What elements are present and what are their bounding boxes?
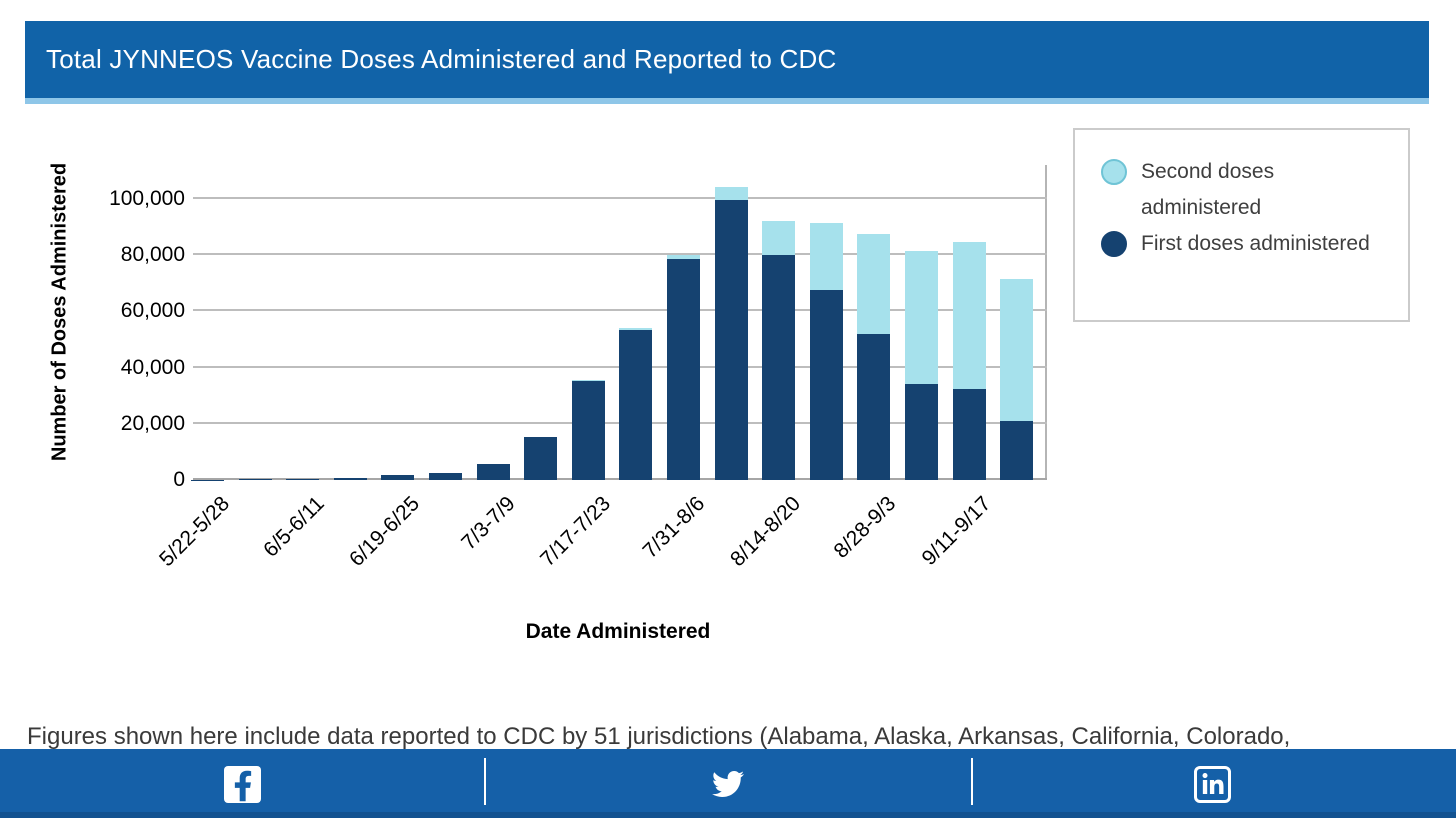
bar-segment-first-doses[interactable] bbox=[333, 478, 367, 480]
header-accent-bar bbox=[25, 98, 1429, 104]
facebook-icon[interactable] bbox=[224, 766, 261, 803]
bar-segment-first-doses[interactable] bbox=[667, 259, 700, 480]
bar-segment-first-doses[interactable] bbox=[1000, 420, 1034, 480]
linkedin-in-glyph bbox=[1202, 772, 1223, 794]
bar-6/5-6/11[interactable] bbox=[286, 478, 320, 480]
x-tick-label: 9/11-9/17 bbox=[917, 492, 996, 570]
x-axis-title: Date Administered bbox=[525, 620, 711, 643]
y-tick-label: 20,000 bbox=[120, 411, 185, 435]
bar-segment-first-doses[interactable] bbox=[571, 380, 605, 480]
bar-7/10-7/16[interactable] bbox=[524, 436, 558, 480]
bar-segment-first-doses[interactable] bbox=[619, 329, 653, 480]
bar-9/18-9/24[interactable] bbox=[1000, 278, 1034, 480]
x-tick-label: 8/28-9/3 bbox=[829, 492, 901, 563]
x-tick-label: 6/5-6/11 bbox=[259, 492, 329, 562]
twitter-bird-glyph bbox=[712, 771, 744, 797]
bar-segment-first-doses[interactable] bbox=[238, 479, 272, 480]
bar-segment-first-doses[interactable] bbox=[381, 475, 415, 480]
bar-segment-first-doses[interactable] bbox=[524, 436, 558, 480]
bar-segment-second-doses[interactable] bbox=[619, 327, 653, 330]
page-header: Total JYNNEOS Vaccine Doses Administered… bbox=[25, 21, 1429, 98]
bar-segment-first-doses[interactable] bbox=[476, 464, 510, 480]
y-tick-label: 40,000 bbox=[120, 355, 185, 379]
y-tick-label: 80,000 bbox=[120, 243, 185, 267]
y-tick-label: 0 bbox=[173, 468, 185, 491]
bar-5/29-6/4[interactable] bbox=[238, 479, 272, 480]
bar-segment-first-doses[interactable] bbox=[809, 290, 843, 480]
jurisdictions-footnote: Figures shown here include data reported… bbox=[27, 723, 1291, 750]
gridline bbox=[193, 309, 1047, 312]
legend-item[interactable]: First doses administered bbox=[1101, 226, 1408, 262]
legend-item[interactable]: Second doses administered bbox=[1101, 154, 1408, 226]
bar-6/19-6/25[interactable] bbox=[381, 475, 415, 480]
footer-divider bbox=[484, 758, 486, 805]
twitter-icon[interactable] bbox=[709, 768, 747, 800]
bar-segment-second-doses[interactable] bbox=[1000, 278, 1034, 421]
chart-legend: Second doses administered First doses adm… bbox=[1073, 128, 1410, 322]
bar-7/31-8/6[interactable] bbox=[667, 255, 700, 480]
y-tick-label: 60,000 bbox=[120, 299, 185, 323]
legend-label: Second doses administered bbox=[1141, 160, 1275, 219]
bar-segment-second-doses[interactable] bbox=[857, 233, 891, 334]
bar-segment-first-doses[interactable] bbox=[905, 383, 938, 480]
bar-segment-first-doses[interactable] bbox=[429, 472, 462, 480]
bar-segment-second-doses[interactable] bbox=[714, 186, 748, 201]
bar-segment-first-doses[interactable] bbox=[952, 388, 986, 480]
bar-segment-second-doses[interactable] bbox=[952, 242, 986, 389]
bar-9/11-9/17[interactable] bbox=[952, 242, 986, 480]
x-tick-label: 7/17-7/23 bbox=[535, 492, 615, 572]
bar-segment-second-doses[interactable] bbox=[762, 221, 796, 256]
footer-bottom-shade bbox=[0, 812, 1456, 818]
bar-6/12-6/18[interactable] bbox=[333, 478, 367, 480]
plot-area bbox=[191, 135, 1047, 480]
bar-8/14-8/20[interactable] bbox=[762, 221, 796, 480]
x-tick-label: 6/19-6/25 bbox=[345, 492, 425, 572]
bar-7/3-7/9[interactable] bbox=[476, 464, 510, 480]
bar-7/24-7/30[interactable] bbox=[619, 327, 653, 480]
legend-label: First doses administered bbox=[1141, 232, 1370, 255]
facebook-f-glyph bbox=[234, 770, 251, 802]
bar-segment-first-doses[interactable] bbox=[286, 478, 320, 480]
bar-segment-first-doses[interactable] bbox=[762, 255, 796, 480]
bar-8/7-8/13[interactable] bbox=[714, 186, 748, 480]
x-tick-label: 7/3-7/9 bbox=[456, 492, 520, 555]
plot-right-border bbox=[1045, 165, 1047, 480]
gridline bbox=[193, 253, 1047, 256]
bar-6/26-7/2[interactable] bbox=[429, 472, 462, 480]
x-tick-label: 5/22-5/28 bbox=[154, 492, 234, 572]
social-footer bbox=[0, 749, 1456, 818]
bar-segment-second-doses[interactable] bbox=[905, 251, 938, 384]
x-tick-label: 7/31-8/6 bbox=[639, 492, 710, 563]
legend-swatch-circle bbox=[1101, 231, 1127, 257]
bar-9/4-9/10[interactable] bbox=[905, 251, 938, 480]
x-tick-label: 8/14-8/20 bbox=[725, 492, 805, 572]
bar-segment-second-doses[interactable] bbox=[667, 255, 700, 260]
bar-segment-second-doses[interactable] bbox=[809, 222, 843, 291]
y-tick-label: 100,000 bbox=[109, 186, 185, 210]
linkedin-icon[interactable] bbox=[1194, 766, 1231, 803]
bar-segment-first-doses[interactable] bbox=[714, 200, 748, 480]
page-title: Total JYNNEOS Vaccine Doses Administered… bbox=[46, 44, 837, 74]
bar-8/21-8/27[interactable] bbox=[809, 222, 843, 480]
footer-divider bbox=[971, 758, 973, 805]
bar-segment-first-doses[interactable] bbox=[857, 333, 891, 480]
gridline bbox=[193, 196, 1047, 199]
bar-8/28-9/3[interactable] bbox=[857, 233, 891, 480]
bar-7/17-7/23[interactable] bbox=[571, 379, 605, 480]
legend-swatch-circle bbox=[1101, 159, 1127, 185]
bar-segment-second-doses[interactable] bbox=[571, 379, 605, 381]
